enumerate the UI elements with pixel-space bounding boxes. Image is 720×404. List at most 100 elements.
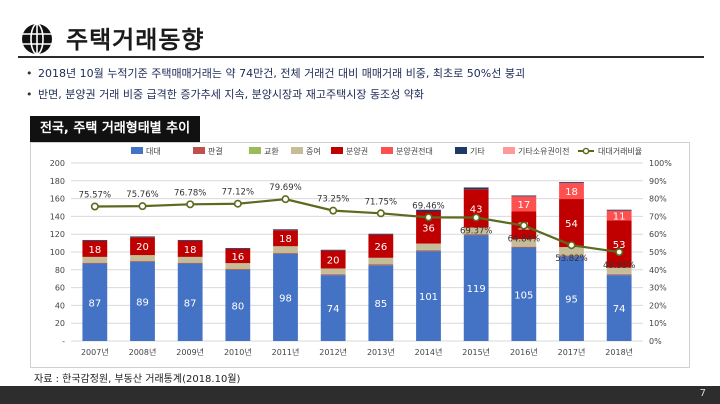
- bullet-item: 반면, 분양권 거래 비중 급격한 증가추세 지속, 분양시장과 재고주택시장 …: [26, 84, 525, 105]
- ratio-value-label: 76.78%: [174, 188, 206, 198]
- y-tick-label-left: 160: [50, 195, 65, 204]
- y-tick-label-right: 60%: [649, 230, 667, 239]
- bar-value-label: 98: [279, 293, 292, 304]
- y-tick-label-right: 80%: [649, 195, 667, 204]
- bar-segment: [368, 234, 394, 258]
- ratio-point: [281, 195, 290, 204]
- bar-segment: [82, 256, 108, 263]
- bar-value-label: 18: [279, 234, 292, 245]
- ratio-point: [138, 202, 147, 211]
- x-tick-label: 2007년: [81, 347, 109, 357]
- bar-segment: [130, 260, 155, 262]
- bar-value-label: 18: [184, 245, 197, 256]
- bar-value-label: 89: [136, 297, 149, 308]
- legend-label: 대대거래비율: [598, 147, 642, 156]
- y-tick-label-right: 10%: [649, 319, 667, 328]
- bar-segment: [463, 227, 489, 234]
- bar-segment: [82, 240, 108, 257]
- ratio-point: [186, 200, 195, 209]
- title-divider: [18, 56, 704, 58]
- bar-value-label: 17: [517, 200, 530, 211]
- bar-segment: [368, 265, 394, 341]
- bar-value-label: 18: [565, 187, 578, 198]
- y-tick-label-left: 100: [50, 248, 65, 257]
- legend-label: 증여: [306, 146, 321, 156]
- legend-label: 기타: [470, 147, 485, 156]
- bar-segment: [177, 239, 203, 241]
- bar-segment: [177, 263, 203, 341]
- bar-segment: [225, 269, 251, 341]
- bar-segment: [606, 267, 632, 274]
- legend-label: 대대: [146, 147, 161, 156]
- bar-segment: [559, 183, 584, 200]
- bar-segment: [606, 275, 632, 341]
- bar-segment: [320, 268, 346, 274]
- ratio-value-label: 79.69%: [269, 183, 301, 193]
- chart-panel-title: 전국, 주택 거래형태별 추이: [30, 116, 201, 142]
- bar-value-label: 74: [327, 304, 340, 315]
- bar-segment: [559, 255, 584, 257]
- bar-segment: [368, 257, 394, 265]
- bar-segment: [606, 220, 632, 268]
- legend-label: 교환: [264, 146, 279, 156]
- legend-swatch: [193, 147, 205, 154]
- ratio-point: [472, 213, 481, 222]
- ratio-value-label: 77.12%: [222, 188, 254, 198]
- y-tick-label-left: 180: [50, 177, 65, 186]
- ratio-value-label: 73.25%: [317, 195, 349, 205]
- x-tick-label: 2012년: [319, 347, 347, 357]
- bar-value-label: 18: [88, 245, 101, 256]
- bullet-item: 2018년 10월 누적기준 주택매매거래는 약 74만건, 전체 거래건 대비…: [26, 63, 525, 84]
- x-tick-label: 2017년: [558, 347, 586, 357]
- bar-segment: [511, 195, 537, 197]
- x-tick-label: 2018년: [605, 347, 633, 357]
- bar-segment: [130, 237, 155, 256]
- y-tick-label-right: 90%: [649, 177, 667, 186]
- x-tick-label: 2016년: [510, 347, 538, 357]
- globe-logo-icon: [22, 23, 52, 55]
- bar-value-label: 74: [613, 304, 626, 315]
- y-tick-label-right: 40%: [649, 266, 667, 275]
- legend-marker-swatch: [582, 147, 590, 155]
- page-title: 주택거래동향: [66, 26, 205, 54]
- bar-segment: [273, 252, 298, 254]
- bar-segment: [368, 233, 394, 235]
- bar-segment: [559, 199, 584, 248]
- ratio-value-label: 71.75%: [365, 197, 397, 207]
- bar-value-label: 119: [467, 284, 486, 295]
- bar-value-label: 87: [88, 298, 101, 309]
- bar-segment: [130, 255, 155, 261]
- bar-segment: [130, 236, 155, 238]
- bar-segment: [225, 263, 251, 269]
- bar-value-label: 11: [613, 212, 626, 223]
- bar-value-label: 101: [419, 292, 438, 303]
- x-tick-label: 2009년: [176, 347, 204, 357]
- bar-value-label: 16: [231, 252, 244, 263]
- y-tick-label-left: 140: [50, 212, 65, 221]
- x-tick-label: 2010년: [224, 347, 252, 357]
- bar-segment: [511, 247, 537, 341]
- y-tick-label-right: 20%: [649, 301, 667, 310]
- ratio-point: [567, 241, 576, 250]
- bullet-list: 2018년 10월 누적기준 주택매매거래는 약 74만건, 전체 거래건 대비…: [26, 63, 525, 105]
- y-tick-label-right: 100%: [649, 159, 672, 168]
- bar-segment: [606, 274, 632, 276]
- chart-container: 200 100% 180 90% 160 80% 140 70% 120 60% 100 50% 80 4…: [30, 142, 690, 368]
- bar-value-label: 43: [470, 204, 483, 215]
- y-tick-label-left: -: [62, 337, 65, 346]
- bar-segment: [416, 209, 441, 212]
- bar-value-label: 95: [565, 295, 578, 306]
- legend-swatch: [131, 147, 143, 154]
- ratio-value-label: 64.84%: [508, 235, 540, 245]
- y-tick-label-right: 50%: [649, 248, 667, 257]
- legend-label: 기타소유권이전: [518, 146, 570, 156]
- y-tick-label-left: 80: [55, 266, 65, 275]
- header: 주택거래동향: [16, 18, 706, 58]
- ratio-value-label: 69.46%: [412, 201, 444, 211]
- legend-swatch: [249, 147, 261, 154]
- page-number: 7: [699, 388, 706, 399]
- bar-segment: [368, 264, 394, 266]
- bar-value-label: 53: [613, 240, 626, 251]
- legend-label: 분양권: [346, 146, 368, 156]
- bar-segment: [82, 239, 108, 241]
